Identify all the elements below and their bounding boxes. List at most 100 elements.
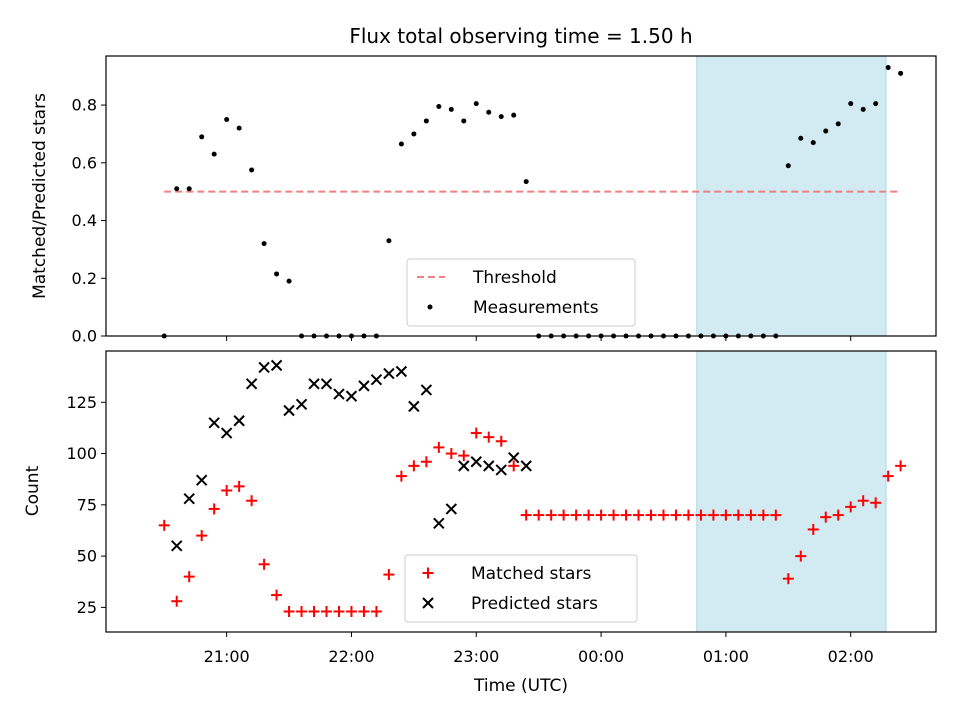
- series-0-point: [795, 550, 807, 562]
- series-1-point: [508, 451, 520, 464]
- series-0-point: [835, 121, 841, 127]
- y-tick-label: 75: [77, 495, 97, 514]
- series-0-point: [386, 238, 392, 244]
- series-0-point: [408, 460, 420, 472]
- series-0-point: [283, 605, 295, 617]
- x-tick-label: 22:00: [328, 647, 374, 666]
- series-0-point: [498, 114, 504, 120]
- series-0-point: [782, 573, 794, 585]
- series-0-point: [495, 435, 507, 447]
- series-1-point: [383, 367, 395, 380]
- series-1-point: [333, 388, 345, 400]
- series-1-point: [233, 415, 245, 427]
- y-tick-label: 100: [66, 444, 97, 463]
- series-0-point: [523, 179, 529, 185]
- series-0-point: [511, 112, 517, 118]
- series-0-point: [807, 523, 819, 535]
- series-1-point: [495, 464, 507, 476]
- series-0-point: [558, 509, 570, 521]
- series-0-point: [620, 509, 632, 521]
- series-0-point: [345, 605, 357, 617]
- legend-marker: [422, 597, 434, 609]
- series-0-point: [199, 134, 205, 140]
- series-0-point: [398, 141, 404, 147]
- bottom-panel: 25 50 75 100 125 21:00 22:00 23:00 00:00 01:00 02:…: [66, 350, 937, 666]
- series-1-point: [433, 517, 445, 529]
- plot-frame: [105, 350, 937, 633]
- series-0-point: [383, 569, 395, 581]
- series-0-point: [533, 509, 545, 521]
- series-0-point: [882, 470, 894, 482]
- series-0-point: [333, 605, 345, 617]
- series-1-point: [420, 384, 433, 396]
- series-1-point: [358, 380, 370, 392]
- series-0-point: [308, 605, 320, 617]
- y-tick-label: 0.0: [72, 327, 97, 346]
- y-tick-label: 0.4: [72, 211, 97, 230]
- series-0-point: [857, 495, 869, 507]
- series-0-point: [810, 140, 816, 146]
- series-0-point: [370, 605, 382, 617]
- series-0-point: [274, 271, 280, 277]
- series-0-point: [483, 431, 495, 443]
- series-0-point: [845, 501, 857, 513]
- series-0-point: [682, 509, 694, 521]
- series-0-point: [785, 163, 791, 169]
- series-0-point: [358, 605, 370, 617]
- series-0-point: [196, 530, 208, 542]
- legend-marker: [427, 304, 433, 310]
- series-0-point: [436, 104, 442, 110]
- series-0-point: [233, 480, 245, 492]
- series-0-point: [236, 125, 242, 131]
- series-0-point: [186, 186, 192, 192]
- series-0-point: [670, 509, 682, 521]
- series-0-point: [570, 509, 582, 521]
- series-0-point: [633, 509, 645, 521]
- series-0-point: [246, 495, 258, 507]
- series-1-point: [220, 427, 233, 439]
- series-1-point: [408, 400, 420, 413]
- x-tick-label: 23:00: [453, 647, 499, 666]
- legend-box: [406, 258, 636, 327]
- series-0-point: [707, 509, 719, 521]
- y-tick-label: 0.8: [72, 96, 97, 115]
- series-1-point: [445, 503, 458, 515]
- series-0-point: [486, 109, 492, 115]
- series-0-point: [508, 460, 520, 472]
- y-tick-label: 0.6: [72, 153, 97, 172]
- series-1-point: [320, 378, 333, 390]
- series-0-point: [211, 151, 217, 157]
- bottom-y-axis-label: Count: [23, 465, 43, 516]
- x-axis-label: Time (UTC): [473, 676, 568, 696]
- series-1-point: [520, 460, 532, 472]
- legend-box: [404, 554, 638, 623]
- series-0-point: [657, 509, 669, 521]
- series-0-point: [595, 509, 607, 521]
- top-panel: 0.0 0.2 0.4 0.6 0.8 Threshold Measurements: [72, 55, 937, 346]
- series-0-point: [448, 106, 454, 112]
- series-1-point: [308, 378, 320, 390]
- series-1-point: [208, 417, 220, 429]
- series-0-point: [171, 595, 183, 607]
- series-1-point: [370, 374, 383, 386]
- series-0-point: [820, 511, 832, 523]
- legend-marker: [422, 567, 434, 579]
- legend-label: Predicted stars: [471, 594, 598, 614]
- series-0-point: [411, 131, 417, 137]
- series-0-point: [898, 70, 904, 76]
- series-1-point: [483, 460, 495, 472]
- legend-label: Matched stars: [471, 564, 591, 584]
- series-0-point: [832, 509, 844, 521]
- series-0-point: [757, 509, 769, 521]
- series-1-point: [195, 474, 208, 486]
- y-tick-label: 25: [77, 598, 97, 617]
- series-0-point: [873, 101, 879, 107]
- series-0-point: [545, 509, 557, 521]
- series-1-point: [283, 404, 295, 417]
- series-1-point: [258, 361, 270, 374]
- legend-label: Measurements: [473, 298, 599, 318]
- series-0-point: [645, 509, 657, 521]
- series-0-point: [286, 278, 292, 284]
- series-0-point: [770, 509, 782, 521]
- y-tick-label: 50: [77, 547, 97, 566]
